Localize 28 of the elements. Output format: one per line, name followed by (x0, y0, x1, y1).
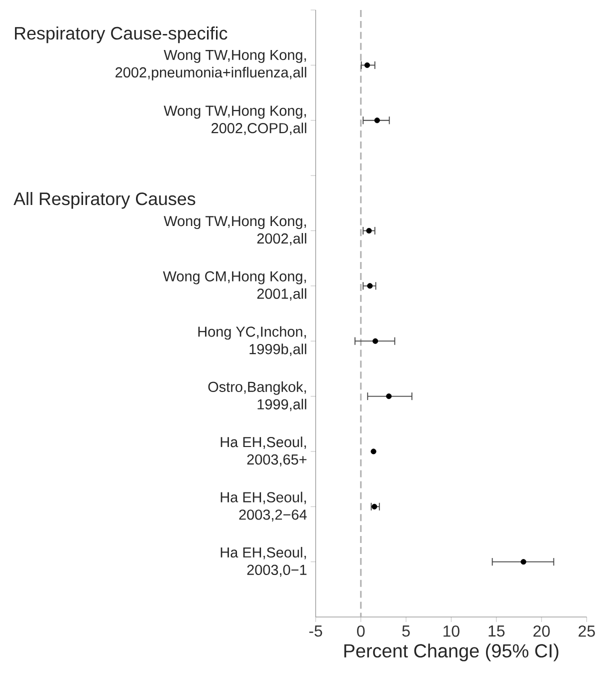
point (386, 393, 392, 400)
point (366, 228, 372, 234)
point (374, 118, 380, 124)
point (520, 559, 526, 565)
y-tick-label: Ha EH,Seoul, 2003,0−1 (220, 546, 306, 577)
y-tick-label: Ostro,Bangkok, 1999,all (208, 381, 306, 412)
x-tick-label: 20 (533, 626, 550, 637)
y-tick-label: Ha EH,Seoul, 2003,2−64 (220, 492, 307, 522)
x-tick-label: 5 (402, 626, 410, 637)
x-axis-title: Percent Change (95% CI) (344, 644, 558, 662)
text: All Respiratory Causes (14, 192, 196, 209)
x-tick-label: 15 (488, 626, 505, 637)
y-tick-label: Ha EH,Seoul, 2003,65+ (220, 436, 306, 466)
point (372, 504, 378, 510)
text: Respiratory Cause-specific (14, 26, 228, 44)
y-tick-label: Wong TW,Hong Kong, 2002,all (164, 216, 306, 246)
y-tick-label: Wong CM,Hong Kong, 2001,all (162, 271, 306, 301)
x-tick-label: 10 (444, 626, 460, 637)
y-tick-label: Hong YC,Inchon, 1999b,all (198, 326, 306, 356)
point (370, 448, 376, 454)
y-tick-label: Wong TW,Hong Kong, 2002,pneumonia+influenza,all (116, 50, 306, 80)
y-tick-label: Wong TW,Hong Kong, 2002,COPD,all (164, 106, 306, 135)
x-tick-label: 0 (357, 626, 365, 637)
point (372, 338, 378, 344)
point (364, 62, 370, 68)
x-tick-label: 25 (578, 626, 595, 637)
point (367, 283, 373, 289)
x-tick-label: -5 (309, 626, 322, 637)
